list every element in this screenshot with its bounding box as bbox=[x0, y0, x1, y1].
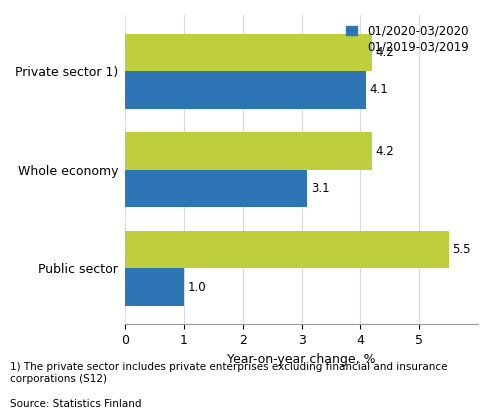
Text: Source: Statistics Finland: Source: Statistics Finland bbox=[10, 399, 141, 409]
Legend: 01/2020-03/2020, 01/2019-03/2019: 01/2020-03/2020, 01/2019-03/2019 bbox=[342, 21, 472, 57]
Bar bbox=[125, 170, 308, 207]
Bar bbox=[125, 231, 449, 268]
Text: 1.0: 1.0 bbox=[187, 280, 206, 294]
Text: 1) The private sector includes private enterprises excluding financial and insur: 1) The private sector includes private e… bbox=[10, 362, 447, 384]
Text: 5.5: 5.5 bbox=[452, 243, 471, 256]
Bar bbox=[125, 34, 372, 71]
Bar bbox=[125, 71, 366, 109]
Text: 3.1: 3.1 bbox=[311, 182, 330, 195]
Bar bbox=[125, 132, 372, 170]
Text: 4.2: 4.2 bbox=[376, 144, 394, 158]
Bar bbox=[125, 268, 184, 306]
Text: 4.2: 4.2 bbox=[376, 46, 394, 59]
Text: 4.1: 4.1 bbox=[370, 83, 388, 97]
X-axis label: Year-on-year change, %: Year-on-year change, % bbox=[227, 353, 376, 366]
